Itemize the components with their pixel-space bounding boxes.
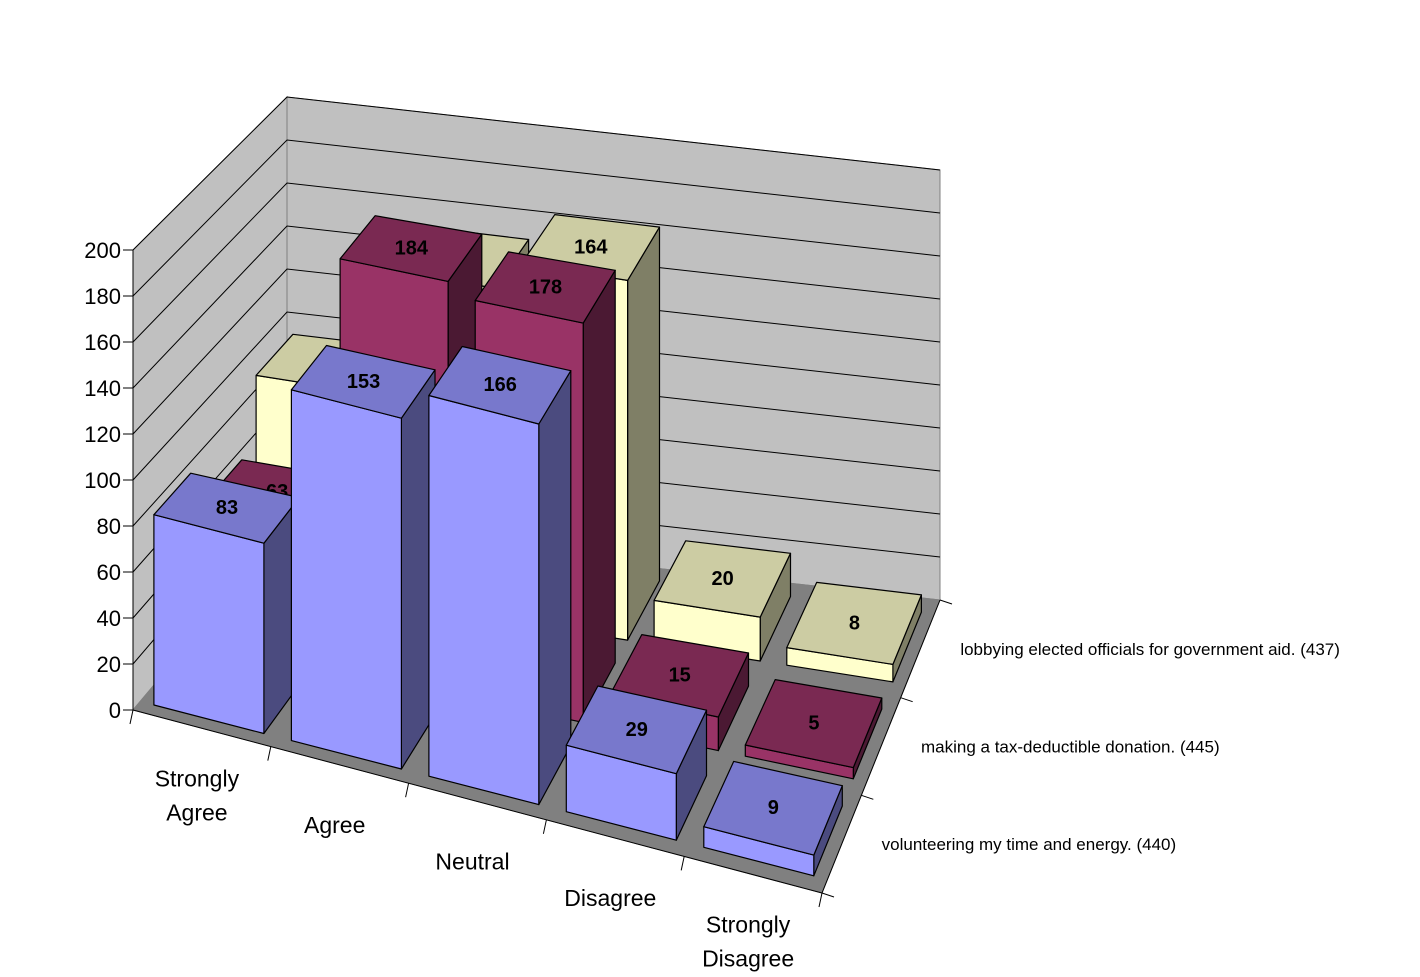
data-label: 166 [483, 374, 516, 396]
bar-top [290, 344, 436, 419]
y-tick-label: 120 [84, 422, 121, 447]
x-tick [542, 819, 547, 834]
x-tick [267, 746, 272, 761]
gridline [132, 96, 941, 251]
y-tick-label: 40 [97, 606, 121, 631]
y-tick-label: 140 [84, 376, 121, 401]
category-label: Strongly Disagree [702, 912, 794, 972]
bar-side [538, 370, 572, 806]
x-tick [129, 709, 134, 725]
bar-top [428, 345, 572, 425]
y-tick-label: 80 [97, 514, 121, 539]
gridline [132, 311, 941, 481]
x-tick [680, 856, 685, 871]
bar-top [474, 251, 616, 324]
bar: 29 [565, 685, 708, 841]
bar-top [339, 215, 483, 282]
data-label: 153 [347, 371, 380, 393]
gridline [132, 225, 941, 389]
bar-top [653, 540, 792, 618]
bar-top [703, 760, 843, 856]
data-label: 83 [216, 497, 238, 519]
x-tick [818, 892, 823, 908]
data-label: 29 [626, 719, 648, 741]
data-label: 9 [768, 797, 779, 819]
category-axis [132, 709, 823, 894]
data-label: 20 [712, 568, 734, 590]
series-label: making a tax-deductible donation. (445) [921, 738, 1220, 757]
bar: 153 [290, 344, 436, 770]
category-label: Neutral [435, 849, 509, 875]
bar: 8 [786, 581, 923, 683]
category-label: Agree [304, 812, 365, 838]
series-label: volunteering my time and energy. (440) [882, 835, 1177, 854]
bar-front [153, 514, 265, 735]
series-axis [821, 599, 941, 894]
axes: 0 20 40 60 80 100 120 140 160 180 200 [84, 238, 953, 908]
x-tick [405, 783, 410, 798]
data-label: 178 [529, 276, 562, 298]
bar-front [290, 389, 402, 770]
gridline [132, 182, 941, 343]
data-label: 8 [849, 612, 860, 634]
y-tick-label: 200 [84, 238, 121, 263]
data-label: 5 [808, 713, 819, 735]
category-label: Strongly Agree [155, 765, 240, 825]
y-tick-label: 180 [84, 284, 121, 309]
series-label: lobbying elected officials for governmen… [960, 640, 1340, 659]
bars: 941511642086318417815583153166299 [153, 214, 923, 877]
y-tick-label: 20 [97, 652, 121, 677]
y-tick-label: 100 [84, 468, 121, 493]
bar: 20 [653, 540, 792, 662]
data-label: 15 [669, 665, 691, 687]
bar-top [744, 678, 883, 769]
z-tick [900, 697, 913, 703]
gridline [132, 139, 941, 297]
bar-top [786, 581, 923, 666]
bar: 9 [703, 760, 843, 877]
data-label: 184 [395, 238, 429, 260]
y-tick-label: 160 [84, 330, 121, 355]
bar-side [582, 269, 616, 724]
gridline [132, 268, 941, 435]
bar: 166 [428, 345, 572, 806]
category-label: Disagree [564, 885, 656, 911]
bar-top [565, 685, 708, 775]
bar-side [626, 226, 661, 641]
y-tick-label: 60 [97, 560, 121, 585]
bar: 5 [744, 678, 883, 780]
y-tick-label: 0 [109, 698, 121, 723]
z-tick [939, 599, 953, 605]
z-tick [821, 892, 835, 898]
bar: 83 [153, 472, 300, 735]
labels: Strongly Agree Agree Neutral Disagree Strongl… [155, 640, 1340, 972]
bar-front [428, 394, 540, 806]
data-label: 164 [574, 236, 608, 258]
z-tick [861, 794, 874, 800]
